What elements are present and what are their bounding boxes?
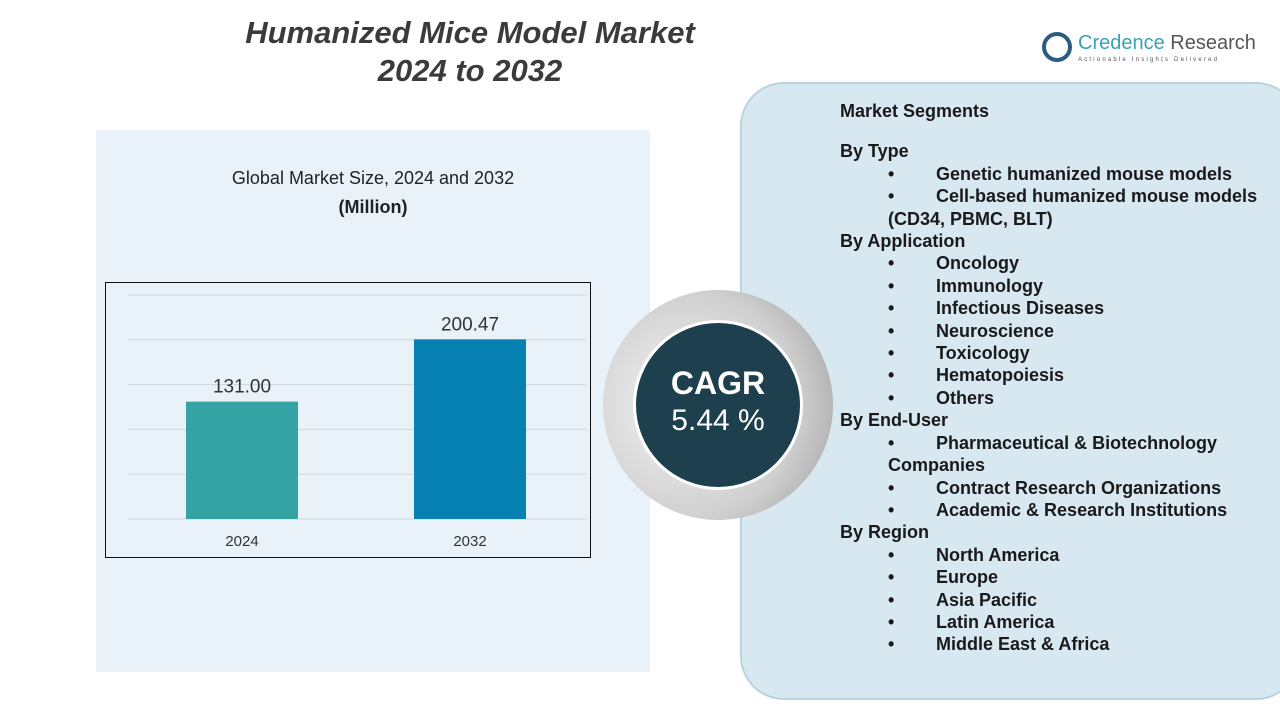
segment-item-label: Toxicology [936,343,1030,364]
bullet-icon: • [888,186,895,207]
segment-item: • Infectious Diseases [840,297,1270,319]
segments-heading: Market Segments [840,101,990,121]
cagr-label: CAGR [670,365,766,401]
logo: Credence Research Actionable Insights De… [1040,30,1260,70]
segment-group-title: By End-User [840,410,949,431]
segment-item-label: Europe [936,567,999,588]
bar-2024 [186,401,298,519]
page-title: Humanized Mice Model Market 2024 to 2032 [200,14,740,90]
bullet-icon: • [888,634,895,655]
bar-chart: 131.00 2024 200.47 2032 [128,294,586,550]
x-tick-label: 2024 [225,533,258,550]
segment-item-label: Oncology [936,253,1020,274]
bullet-icon: • [888,298,895,319]
segment-item: • Europe [840,566,1270,588]
bar-2032 [414,339,526,519]
bullet-icon: • [888,343,895,364]
segment-item-label: Cell-based humanized mouse models (CD34,… [888,186,1258,229]
segment-item: • Oncology [840,252,1270,274]
bullet-icon: • [888,499,895,520]
segment-item-label: Immunology [936,275,1043,296]
segment-item: • Cell-based humanized mouse models (CD34… [840,185,1270,230]
segment-item-label: North America [936,544,1060,565]
bullet-icon: • [888,567,895,588]
chart-subtitle: (Million) [338,197,408,217]
segment-item: • Asia Pacific [840,589,1270,611]
logo-name-1: Credence [1078,32,1165,54]
bullet-icon: • [888,163,895,184]
chart-panel [96,130,650,672]
bullet-icon: • [888,589,895,610]
bullet-icon: • [888,477,895,498]
logo-tagline: Actionable Insights Delivered [1078,57,1220,63]
bullet-icon: • [888,544,895,565]
segment-item-label: Infectious Diseases [936,298,1105,319]
segment-item-label: Asia Pacific [936,589,1038,610]
chart-title: Global Market Size, 2024 and 2032 [231,168,515,188]
segment-group-title: By Application [840,231,966,252]
bullet-icon: • [888,611,895,632]
cagr-badge: CAGR 5.44 % [633,320,803,490]
bullet-icon: • [888,365,895,386]
bullet-icon: • [888,320,895,341]
market-segments: Market Segments By Type • Genetic humanized… [840,100,1270,656]
bullet-icon: • [888,253,895,274]
segment-item: • Genetic humanized mouse models [840,163,1270,185]
segment-item: • Latin America [840,611,1270,633]
x-tick-label: 2032 [453,533,486,550]
segment-group-title: By Region [840,522,930,543]
logo-name: Credence Research [1078,32,1256,55]
segment-item: • Neuroscience [840,320,1270,342]
segment-item-label: Neuroscience [936,320,1055,341]
bullet-icon: • [888,275,895,296]
segment-item: • Hematopoiesis [840,364,1270,386]
data-label: 200.47 [441,314,499,335]
chart-box: 131.00 2024 200.47 2032 [105,282,591,558]
segment-item-label: Academic & Research Institutions [936,499,1228,520]
segment-item-label: Latin America [936,611,1055,632]
segment-item: • Others [840,387,1270,409]
segment-group-title: By Type [840,141,909,162]
segment-item: • Immunology [840,275,1270,297]
segment-item: • Middle East & Africa [840,633,1270,655]
title-line2: 2024 to 2032 [377,53,563,88]
segment-item-label: Middle East & Africa [936,634,1110,655]
segment-item: • Contract Research Organizations [840,477,1270,499]
data-label: 131.00 [213,377,271,398]
segment-item: • Toxicology [840,342,1270,364]
segment-item: • Pharmaceutical & Biotechnology Companie… [840,432,1270,477]
logo-name-2: Research [1170,32,1256,54]
title-line1: Humanized Mice Model Market [245,15,695,50]
segment-item-label: Hematopoiesis [936,365,1065,386]
bullet-icon: • [888,387,895,408]
segment-item: • Academic & Research Institutions [840,499,1270,521]
segment-item: • North America [840,544,1270,566]
bullet-icon: • [888,432,895,453]
segment-item-label: Genetic humanized mouse models [936,163,1233,184]
segment-item-label: Contract Research Organizations [936,477,1222,498]
cagr-value: 5.44 % [671,404,765,437]
segment-item-label: Pharmaceutical & Biotechnology Companies [888,432,1218,476]
logo-icon [1042,32,1072,62]
segment-item-label: Others [936,387,995,408]
